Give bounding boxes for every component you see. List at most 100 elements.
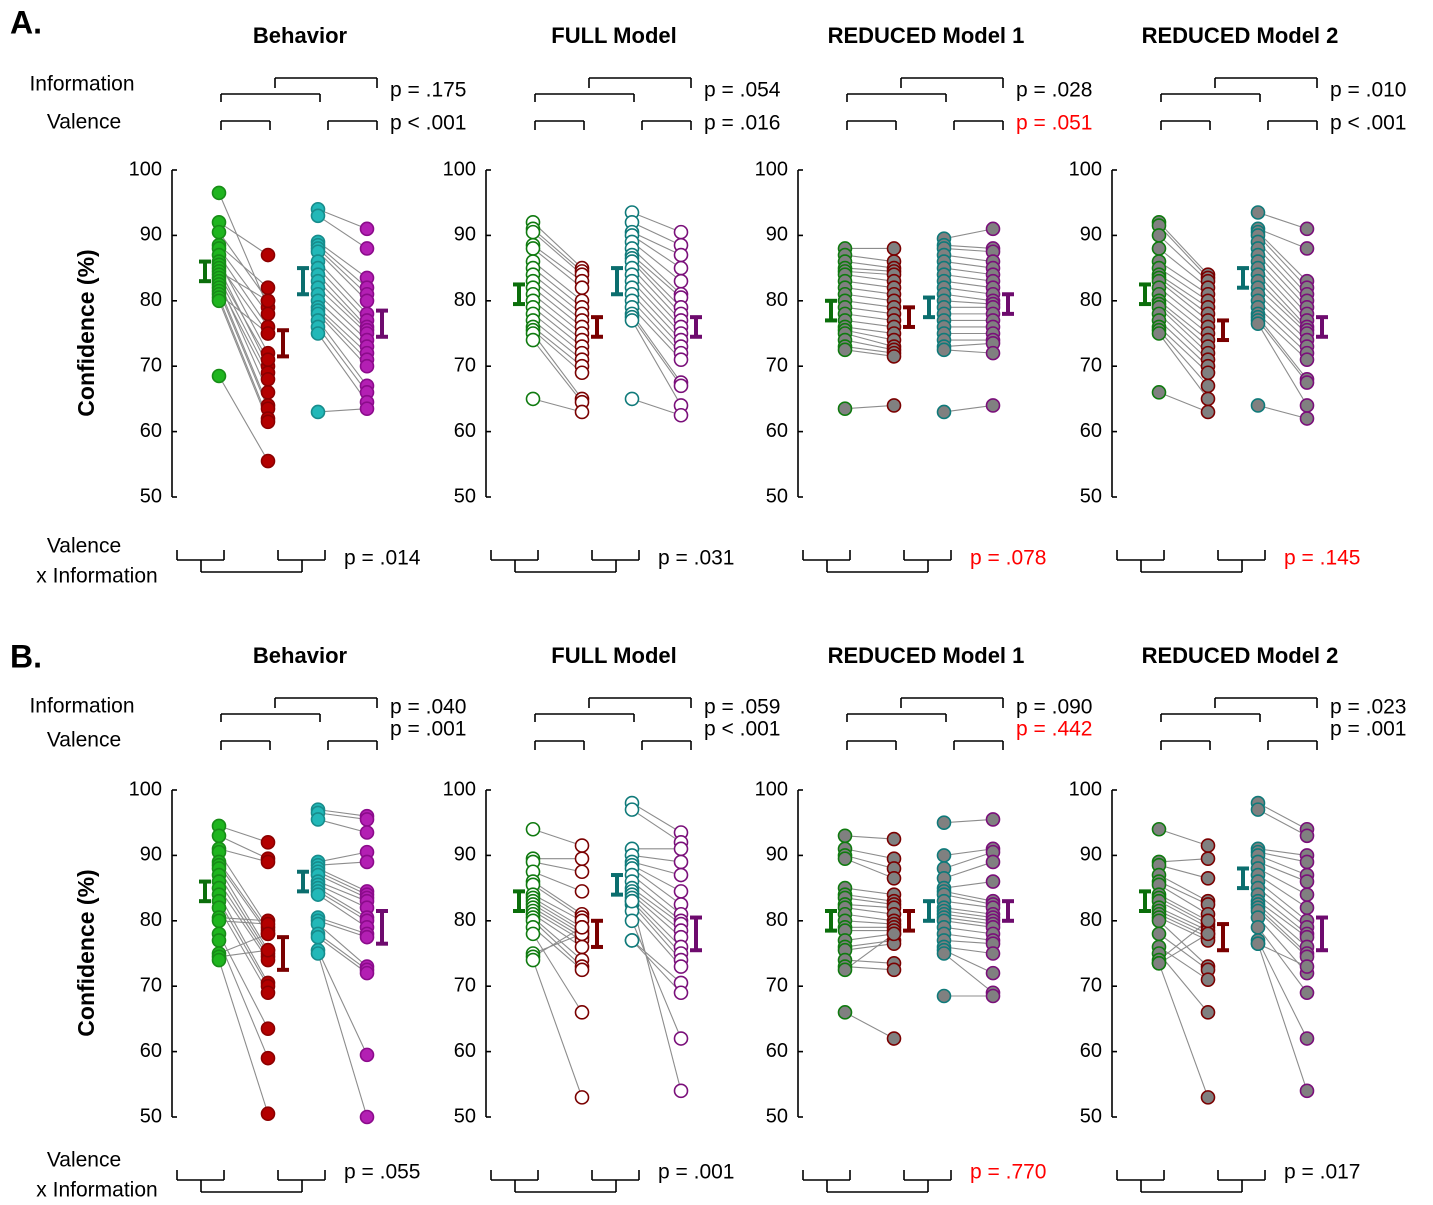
data-point — [1200, 1090, 1216, 1105]
data-point — [359, 929, 375, 945]
pair-line — [844, 913, 895, 922]
interaction-label: Valence — [47, 535, 121, 558]
pair-line — [1158, 920, 1209, 967]
pair-line — [844, 858, 895, 879]
pair-line — [532, 319, 583, 361]
data-point — [211, 952, 227, 968]
y-tick-label: 100 — [1069, 778, 1102, 800]
data-point — [886, 1031, 902, 1046]
pair-line — [844, 966, 895, 971]
mean-error-bar — [591, 918, 603, 949]
data-point — [837, 851, 853, 866]
pair-line — [631, 940, 682, 984]
pair-line — [943, 349, 994, 354]
pair-line — [844, 835, 895, 840]
pair-line — [631, 254, 682, 298]
data-point — [260, 280, 276, 296]
y-axis-label: Confidence (%) — [73, 249, 99, 416]
data-point — [837, 342, 853, 358]
pair-line — [844, 894, 895, 902]
y-tick-label: 70 — [766, 354, 788, 376]
pair-line — [1257, 907, 1308, 954]
y-tick-label: 50 — [766, 1105, 788, 1127]
pair-line — [218, 254, 269, 328]
p-value: p = .051 — [1016, 112, 1092, 135]
pair-line — [317, 251, 368, 302]
pair-line — [532, 300, 583, 341]
data-point — [985, 345, 1001, 361]
pair-line — [1257, 241, 1308, 295]
y-tick-label: 90 — [454, 844, 476, 866]
pair-line — [631, 261, 682, 315]
interaction-label: x Information — [36, 1179, 157, 1200]
pair-line — [532, 881, 583, 915]
pair-line — [1158, 287, 1209, 328]
pair-line — [844, 887, 895, 896]
p-value: p < .001 — [704, 718, 780, 741]
y-tick-label: 70 — [766, 974, 788, 996]
data-point — [260, 854, 276, 870]
mean-error-bar — [690, 315, 702, 339]
mean-error-bar — [1217, 318, 1229, 343]
y-tick-label: 100 — [443, 778, 476, 800]
data-point — [260, 293, 276, 309]
y-tick-label: 50 — [140, 485, 162, 507]
data-point — [211, 913, 227, 929]
data-point — [1151, 926, 1167, 942]
mean-error-bar — [825, 298, 837, 323]
mean-error-bar — [376, 308, 388, 339]
pair-line — [844, 1011, 895, 1040]
pair-line — [1257, 300, 1308, 347]
pair-line — [1257, 231, 1308, 282]
pair-line — [631, 267, 682, 321]
pair-line — [317, 887, 368, 919]
mean-error-bar — [1316, 315, 1328, 339]
pair-line — [943, 933, 994, 941]
data-point — [260, 326, 276, 341]
data-point — [936, 946, 952, 961]
y-tick-label: 90 — [1080, 224, 1102, 246]
pair-line — [844, 280, 895, 289]
pair-line — [943, 916, 994, 925]
pair-line — [943, 300, 994, 305]
data-point — [624, 313, 640, 328]
pair-line — [631, 809, 682, 843]
data-point — [673, 959, 689, 974]
mean-error-bar — [1002, 899, 1014, 923]
data-point — [260, 835, 276, 850]
pair-line — [844, 854, 895, 870]
data-point — [525, 224, 541, 240]
pair-line — [317, 306, 368, 354]
data-point — [211, 368, 227, 384]
p-value: p = .145 — [1284, 547, 1360, 570]
data-point — [1299, 828, 1315, 844]
pair-line — [1257, 900, 1308, 938]
data-point — [574, 365, 590, 381]
pair-line — [1257, 851, 1308, 863]
pair-line — [317, 280, 368, 331]
data-point — [1299, 1031, 1315, 1046]
data-point — [1200, 391, 1216, 407]
pair-line — [317, 244, 368, 289]
pair-line — [218, 894, 269, 984]
pair-line — [943, 404, 994, 413]
data-point — [574, 838, 590, 853]
information-label: Information — [29, 73, 134, 96]
data-point — [1299, 900, 1315, 916]
p-value: p < .001 — [1330, 112, 1406, 135]
data-point — [359, 241, 375, 256]
pair-line — [218, 851, 269, 928]
data-point — [837, 401, 853, 417]
data-point — [1299, 959, 1315, 974]
pair-line — [317, 917, 368, 935]
pair-line — [218, 920, 269, 925]
pair-line — [631, 854, 682, 863]
pair-line — [532, 398, 583, 413]
pair-line — [1257, 904, 1308, 948]
pair-line — [631, 211, 682, 233]
data-point — [886, 870, 902, 886]
data-point — [359, 293, 375, 309]
panel-label: B. — [10, 638, 42, 674]
pair-line — [631, 868, 682, 905]
pair-line — [631, 221, 682, 246]
